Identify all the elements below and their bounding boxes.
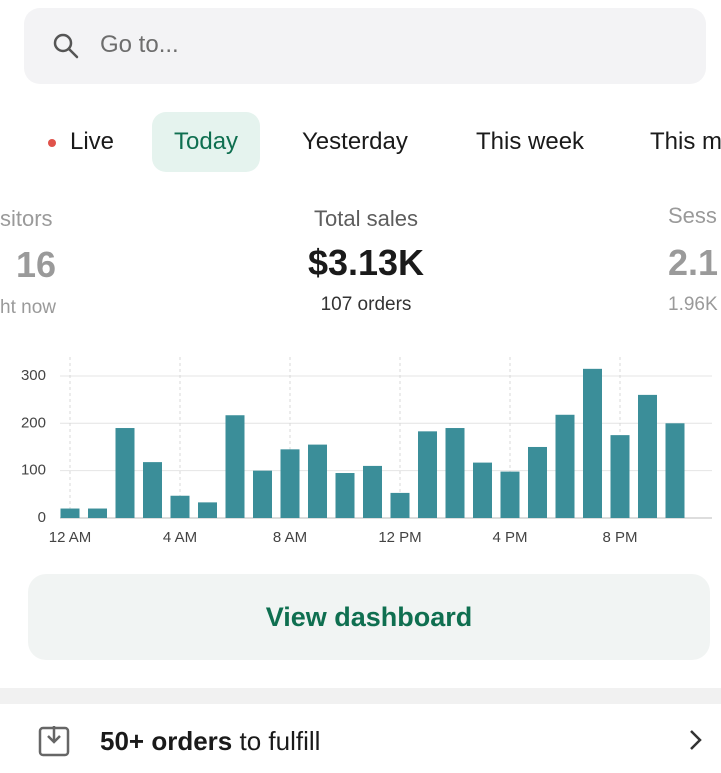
view-dashboard-button[interactable]: View dashboard	[28, 574, 710, 660]
bar	[253, 470, 272, 518]
x-tick-label: 8 PM	[602, 529, 637, 546]
bar	[583, 368, 602, 518]
bar	[308, 444, 327, 518]
metric: Total sales $3.13K 107 orders	[216, 206, 516, 316]
bar	[115, 428, 135, 518]
task-row[interactable]: 50+ orders to fulfill	[100, 726, 320, 757]
bar	[500, 471, 520, 518]
bar	[665, 423, 685, 518]
search-bar[interactable]	[24, 8, 706, 84]
bar	[170, 495, 190, 518]
bar	[143, 462, 162, 518]
x-tick-label: 4 PM	[492, 529, 527, 546]
metric-label: Sess	[668, 203, 717, 228]
bar	[198, 502, 217, 518]
button-label: View dashboard	[265, 602, 473, 632]
x-tick-label: 8 AM	[273, 529, 307, 546]
inbox-icon	[38, 726, 70, 757]
metric-value: 16	[16, 244, 57, 285]
bar	[88, 508, 107, 518]
bar	[363, 465, 382, 518]
bar	[60, 508, 80, 518]
bar	[638, 394, 657, 518]
y-tick-label: 300	[21, 367, 46, 384]
metric-sub: 1.96K	[668, 294, 718, 315]
tab-label: This m	[650, 128, 721, 155]
chevron	[690, 730, 702, 750]
bar	[445, 428, 465, 518]
chart: 0 100 200 300 12 AM 4 AM 8 AM 12 PM 4 PM 8 PM	[21, 357, 712, 546]
tab[interactable]: This week	[454, 112, 606, 172]
task-count: 50+ orders	[100, 726, 233, 756]
search-placeholder: Go to...	[100, 31, 179, 58]
bar	[555, 414, 575, 518]
divider	[0, 688, 721, 704]
bar	[528, 446, 547, 518]
y-tick-label: 200	[21, 414, 46, 431]
metric-value: $3.13K	[307, 242, 425, 283]
task-text: to fulfill	[239, 726, 321, 756]
tab-label: Today	[174, 128, 239, 155]
tab[interactable]: Yesterday	[280, 112, 430, 172]
bar	[225, 415, 245, 518]
x-tick-label: 4 AM	[163, 529, 197, 546]
tab[interactable]: Live	[26, 112, 136, 172]
x-tick-label: 12 PM	[378, 529, 421, 546]
bar	[335, 473, 355, 518]
metric-sub: ht now	[0, 297, 56, 318]
bar	[390, 492, 410, 518]
tab-label: This week	[476, 128, 585, 155]
bar	[280, 449, 300, 518]
metric-sub: 107 orders	[320, 294, 412, 315]
tab-label: Live	[70, 128, 115, 155]
bar	[418, 431, 437, 518]
x-tick-label: 12 AM	[49, 529, 92, 546]
tab[interactable]: This m	[628, 112, 721, 172]
y-tick-label: 0	[38, 509, 46, 526]
bar	[610, 435, 630, 518]
bar	[473, 462, 492, 518]
tab[interactable]: Today	[152, 112, 261, 172]
y-tick-label: 100	[21, 462, 46, 479]
tab-label: Yesterday	[302, 128, 408, 155]
metric-label: sitors	[0, 206, 53, 231]
metric-value: 2.1	[668, 242, 719, 283]
metric-label: Total sales	[314, 206, 418, 231]
search-icon	[53, 33, 79, 59]
